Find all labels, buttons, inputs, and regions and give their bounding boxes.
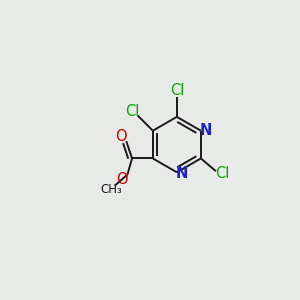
Text: Cl: Cl — [215, 166, 230, 181]
Text: O: O — [115, 129, 126, 144]
Text: N: N — [200, 122, 212, 137]
Text: O: O — [116, 172, 127, 187]
Text: Cl: Cl — [170, 83, 184, 98]
Text: N: N — [176, 166, 188, 181]
Text: CH₃: CH₃ — [100, 183, 122, 196]
Text: Cl: Cl — [126, 104, 140, 119]
